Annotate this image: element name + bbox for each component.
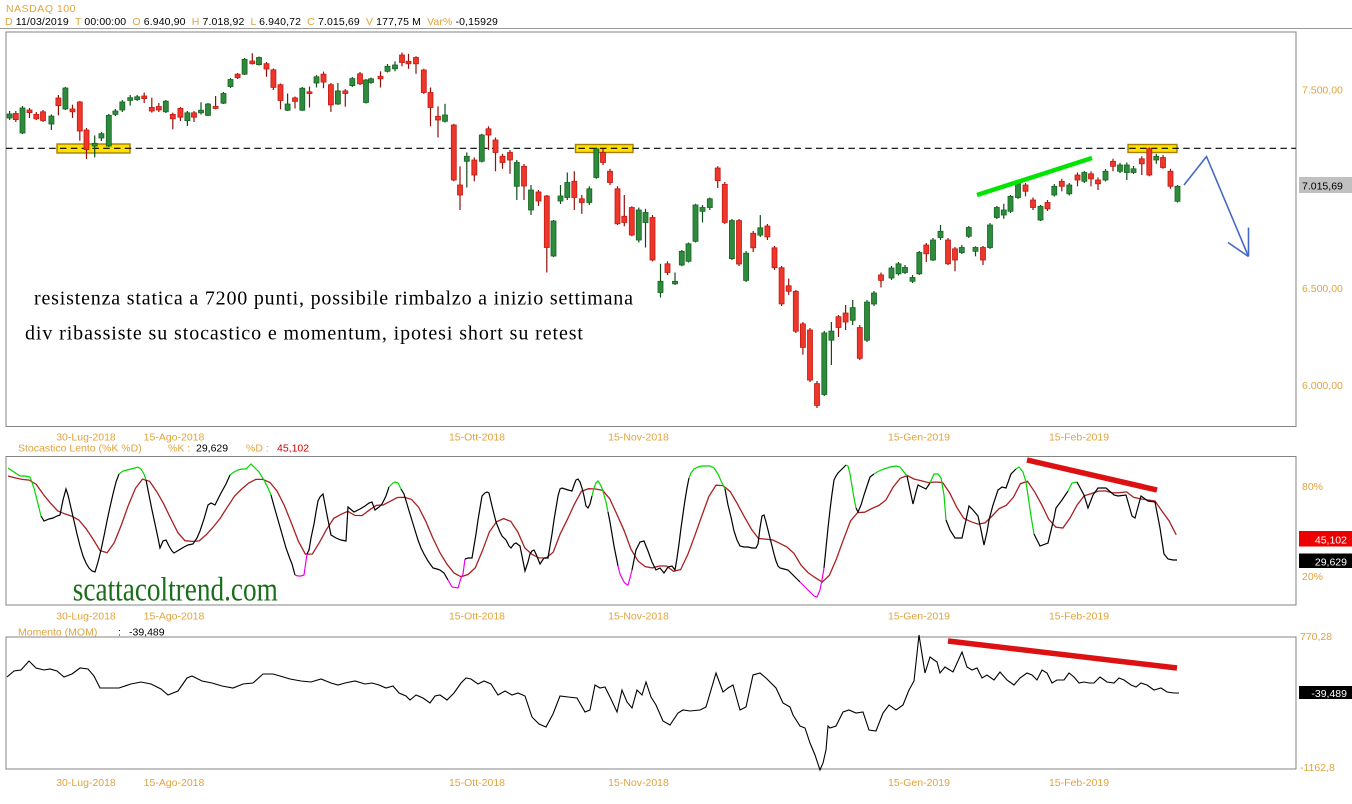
svg-text:15-Nov-2018: 15-Nov-2018 (608, 777, 669, 789)
svg-text:15-Ott-2018: 15-Ott-2018 (449, 611, 505, 623)
svg-text:15-Ott-2018: 15-Ott-2018 (449, 777, 505, 789)
svg-text:div ribassiste su stocastico e: div ribassiste su stocastico e momentum,… (25, 323, 583, 345)
svg-text:29,629: 29,629 (196, 443, 228, 455)
svg-text:15-Feb-2019: 15-Feb-2019 (1049, 777, 1109, 789)
svg-text:15-Feb-2019: 15-Feb-2019 (1049, 432, 1109, 444)
svg-text:15-Nov-2018: 15-Nov-2018 (608, 432, 669, 444)
svg-text:15-Ott-2018: 15-Ott-2018 (449, 432, 505, 444)
svg-text:15-Ago-2018: 15-Ago-2018 (144, 611, 205, 623)
svg-text:NASDAQ 100: NASDAQ 100 (6, 3, 76, 15)
svg-text:15-Ago-2018: 15-Ago-2018 (144, 432, 205, 444)
svg-text:%D :: %D : (246, 443, 269, 455)
svg-text:%K :: %K : (168, 443, 190, 455)
svg-text:scattacoltrend.com: scattacoltrend.com (73, 572, 278, 609)
svg-text:30-Lug-2018: 30-Lug-2018 (56, 432, 116, 444)
svg-text:15-Gen-2019: 15-Gen-2019 (888, 432, 950, 444)
svg-text::: : (118, 627, 121, 639)
svg-text:770,28: 770,28 (1300, 631, 1332, 643)
svg-text:resistenza statica a 7200 punt: resistenza statica a 7200 punti, possibi… (34, 288, 633, 310)
svg-text:-1162,8: -1162,8 (1300, 762, 1335, 774)
svg-text:15-Ago-2018: 15-Ago-2018 (144, 777, 205, 789)
svg-text:15-Gen-2019: 15-Gen-2019 (888, 611, 950, 623)
svg-text:15-Feb-2019: 15-Feb-2019 (1049, 611, 1109, 623)
svg-text:7.500,00: 7.500,00 (1302, 85, 1343, 97)
svg-text:45,102: 45,102 (277, 443, 309, 455)
svg-text:-39,489: -39,489 (1311, 688, 1347, 700)
svg-text:6.000,00: 6.000,00 (1302, 380, 1343, 392)
svg-text:30-Lug-2018: 30-Lug-2018 (56, 611, 116, 623)
svg-text:6.500,00: 6.500,00 (1302, 283, 1343, 295)
svg-text:80%: 80% (1302, 481, 1323, 493)
svg-text:7.015,69: 7.015,69 (1302, 181, 1343, 193)
svg-text:-39,489: -39,489 (129, 627, 165, 639)
svg-text:Momento (MOM): Momento (MOM) (18, 627, 97, 639)
svg-text:30-Lug-2018: 30-Lug-2018 (56, 777, 116, 789)
svg-text:45,102: 45,102 (1315, 535, 1347, 547)
svg-text:D 11/03/2019 T 00:00:00 O 6.: D 11/03/2019 T 00:00:00 O 6.940,90 H 7.0… (5, 16, 498, 28)
svg-text:20%: 20% (1302, 571, 1323, 583)
svg-text:15-Gen-2019: 15-Gen-2019 (888, 777, 950, 789)
svg-text:Stocastico Lento (%K %D): Stocastico Lento (%K %D) (18, 443, 142, 455)
svg-text:15-Nov-2018: 15-Nov-2018 (608, 611, 669, 623)
svg-text:29,629: 29,629 (1315, 557, 1347, 569)
